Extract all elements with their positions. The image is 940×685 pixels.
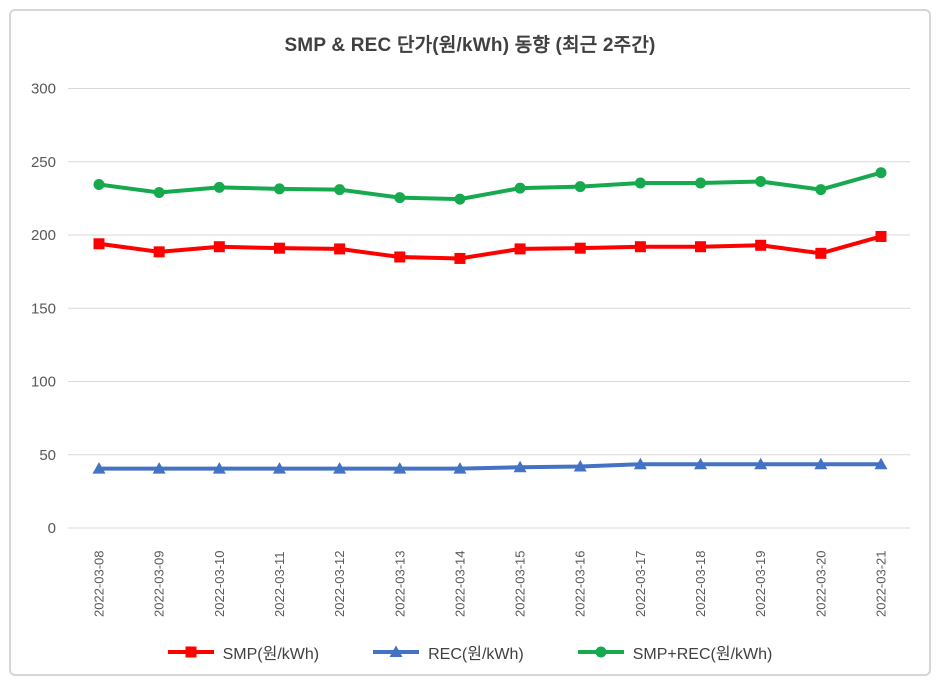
x-axis-label: 2022-03-21 — [874, 551, 889, 618]
chart-title: SMP & REC 단가(원/kWh) 동향 (최근 2주간) — [284, 35, 656, 56]
series-line — [97, 234, 883, 261]
data-point-marker-square — [514, 243, 526, 255]
y-axis-tick-label: 0 — [48, 520, 56, 537]
data-point-marker-triangle — [92, 462, 106, 474]
legend-label: SMP+REC(원/kWh) — [632, 646, 773, 663]
y-axis-tick-label: 250 — [31, 154, 56, 171]
x-axis-label: 2022-03-11 — [272, 551, 287, 617]
legend-label: REC(원/kWh) — [428, 646, 524, 663]
data-point-marker-circle — [153, 187, 165, 199]
x-axis-label: 2022-03-12 — [332, 551, 347, 618]
data-point-marker-circle — [334, 184, 346, 196]
x-axis-label: 2022-03-14 — [452, 551, 467, 618]
data-point-marker-square — [334, 243, 346, 255]
legend-item: SMP+REC(원/kWh) — [577, 640, 773, 664]
series-circle — [93, 167, 887, 205]
x-axis-label: 2022-03-09 — [152, 551, 167, 618]
data-point-marker-circle — [93, 178, 105, 190]
data-point-marker-circle — [574, 181, 586, 193]
y-axis-tick-label: 300 — [31, 81, 56, 98]
legend-label: SMP(원/kWh) — [222, 646, 320, 663]
data-point-marker-circle — [213, 181, 225, 193]
data-point-marker-square — [755, 239, 767, 251]
legend-item: REC(원/kWh) — [373, 640, 524, 664]
data-point-marker-square — [213, 241, 225, 253]
x-axis-label: 2022-03-17 — [633, 551, 648, 618]
legend-item: SMP(원/kWh) — [167, 640, 320, 664]
data-point-marker-triangle — [453, 462, 467, 474]
data-point-marker-square — [273, 242, 285, 254]
data-point-marker-square — [394, 251, 406, 263]
legend-marker-circle — [577, 646, 624, 658]
x-axis-label: 2022-03-15 — [513, 551, 528, 618]
chart-frame — [9, 9, 931, 676]
x-axis-label: 2022-03-10 — [212, 551, 227, 618]
x-axis-label: 2022-03-08 — [92, 551, 107, 618]
data-point-marker-circle — [595, 646, 607, 658]
data-point-marker-triangle — [573, 459, 587, 472]
x-axis-label: 2022-03-18 — [693, 551, 708, 618]
data-point-marker-triangle — [389, 645, 403, 657]
data-point-marker-square — [574, 242, 586, 254]
data-point-marker-square — [634, 241, 646, 253]
data-point-marker-triangle — [212, 462, 226, 474]
data-point-marker-circle — [514, 182, 526, 194]
data-point-marker-square — [875, 230, 887, 242]
data-point-marker-circle — [815, 184, 827, 196]
x-axis-label: 2022-03-20 — [813, 551, 828, 618]
data-point-marker-square — [93, 238, 105, 250]
data-point-marker-triangle — [754, 457, 768, 470]
data-point-marker-circle — [394, 192, 406, 204]
data-point-marker-square — [815, 247, 827, 259]
y-axis-tick-label: 100 — [31, 374, 56, 391]
data-point-marker-circle — [755, 176, 767, 188]
y-axis-tick-label: 50 — [39, 447, 56, 464]
data-point-marker-triangle — [694, 457, 708, 470]
data-point-marker-triangle — [513, 460, 527, 473]
series-line — [97, 170, 883, 202]
data-point-marker-triangle — [874, 457, 888, 470]
plot-area: 300 250 200 150 100 50 0 2022-03-08 2022-03-09 20… — [31, 81, 910, 618]
data-point-marker-square — [185, 646, 197, 658]
data-point-marker-triangle — [814, 457, 828, 470]
y-axis-tick-label: 150 — [31, 300, 56, 317]
data-point-marker-square — [153, 246, 165, 258]
legend-marker-square — [167, 646, 214, 658]
data-point-marker-circle — [875, 167, 887, 179]
data-point-marker-circle — [695, 177, 707, 189]
data-point-marker-triangle — [152, 462, 166, 474]
data-point-marker-square — [695, 241, 707, 253]
legend-marker-triangle — [373, 645, 420, 657]
data-point-marker-square — [454, 252, 466, 264]
data-point-marker-circle — [454, 193, 466, 205]
data-point-marker-triangle — [272, 462, 286, 474]
chart-legend: SMP(원/kWh) REC(원/kWh) SMP+REC(원/kWh) — [0, 640, 940, 664]
y-axis-tick-label: 200 — [31, 227, 56, 244]
x-axis-label: 2022-03-19 — [753, 551, 768, 618]
data-point-marker-triangle — [333, 462, 347, 474]
data-point-marker-circle — [273, 183, 285, 195]
x-axis-label: 2022-03-13 — [392, 551, 407, 618]
x-axis-label: 2022-03-16 — [573, 551, 588, 618]
data-point-marker-triangle — [633, 457, 647, 470]
series-triangle — [92, 457, 888, 474]
data-point-marker-circle — [634, 177, 646, 189]
series-line — [97, 462, 883, 471]
data-point-marker-triangle — [393, 462, 407, 474]
series-square — [93, 230, 887, 264]
